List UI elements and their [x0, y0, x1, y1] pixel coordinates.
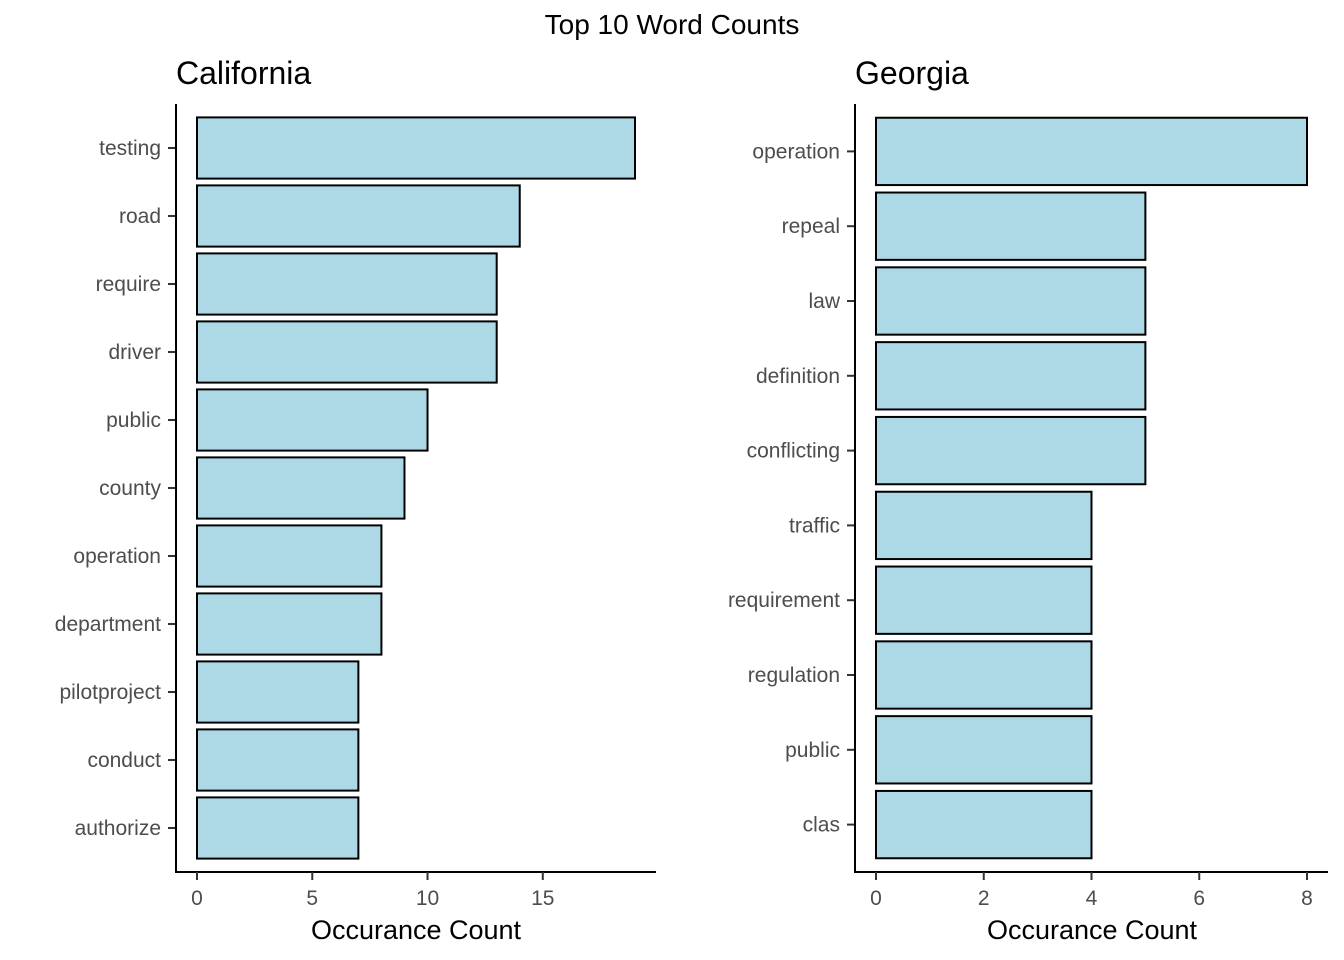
category-label-law: law: [808, 290, 840, 313]
x-axis-title: Occurance Count: [311, 915, 522, 945]
bar-testing: [196, 116, 636, 180]
x-axis-title: Occurance Count: [987, 915, 1198, 945]
category-label-require: require: [96, 273, 161, 296]
bar-law: [875, 266, 1147, 336]
bar-driver: [196, 320, 498, 384]
bar-public: [196, 388, 429, 452]
bar-conduct: [196, 728, 360, 792]
x-tick-label-5: 5: [306, 887, 318, 910]
chart-title: Top 10 Word Counts: [545, 9, 800, 40]
x-tick-label-0: 0: [870, 887, 882, 910]
category-label-road: road: [119, 205, 161, 228]
category-label-operation: operation: [73, 545, 161, 568]
category-label-definition: definition: [756, 365, 840, 388]
bar-department: [196, 592, 383, 656]
category-label-repeal: repeal: [782, 215, 840, 238]
bar-public: [875, 715, 1093, 785]
category-label-public: public: [106, 409, 161, 432]
x-tick-label-8: 8: [1301, 887, 1313, 910]
panel-title-georgia: Georgia: [855, 55, 969, 91]
category-label-authorize: authorize: [75, 817, 161, 840]
category-label-requirement: requirement: [728, 589, 840, 612]
bar-regulation: [875, 640, 1093, 710]
bar-pilotproject: [196, 660, 360, 724]
bar-requirement: [875, 565, 1093, 635]
panel-california: California testing road require driver public…: [55, 55, 656, 945]
bar-require: [196, 252, 498, 316]
category-label-driver: driver: [108, 341, 161, 364]
bar-clas: [875, 789, 1093, 860]
x-tick-label-0: 0: [191, 887, 203, 910]
category-label-traffic: traffic: [789, 514, 840, 537]
bar-traffic: [875, 490, 1093, 561]
category-label-regulation: regulation: [748, 664, 840, 687]
bar-county: [196, 456, 406, 520]
category-label-testing: testing: [99, 137, 161, 160]
category-label-pilotproject: pilotproject: [59, 681, 161, 704]
bar-repeal: [875, 191, 1147, 261]
bar-operation: [875, 116, 1308, 187]
category-label-department: department: [55, 613, 161, 636]
bar-operation: [196, 524, 383, 588]
category-label-clas: clas: [803, 814, 840, 837]
category-label-county: county: [99, 477, 161, 500]
category-label-operation: operation: [752, 140, 840, 163]
bar-authorize: [196, 796, 360, 860]
bar-definition: [875, 341, 1147, 411]
bar-conflicting: [875, 415, 1147, 486]
x-tick-label-4: 4: [1086, 887, 1098, 910]
x-tick-label-15: 15: [531, 887, 554, 910]
category-label-conflicting: conflicting: [747, 440, 840, 463]
panel-title-california: California: [176, 55, 311, 91]
bar-road: [196, 184, 521, 248]
category-label-conduct: conduct: [87, 749, 161, 772]
x-tick-label-10: 10: [416, 887, 439, 910]
x-tick-label-6: 6: [1193, 887, 1205, 910]
panel-georgia: Georgia operation repeal law definition confl…: [728, 55, 1328, 945]
x-tick-label-2: 2: [978, 887, 990, 910]
category-label-public: public: [785, 739, 840, 762]
